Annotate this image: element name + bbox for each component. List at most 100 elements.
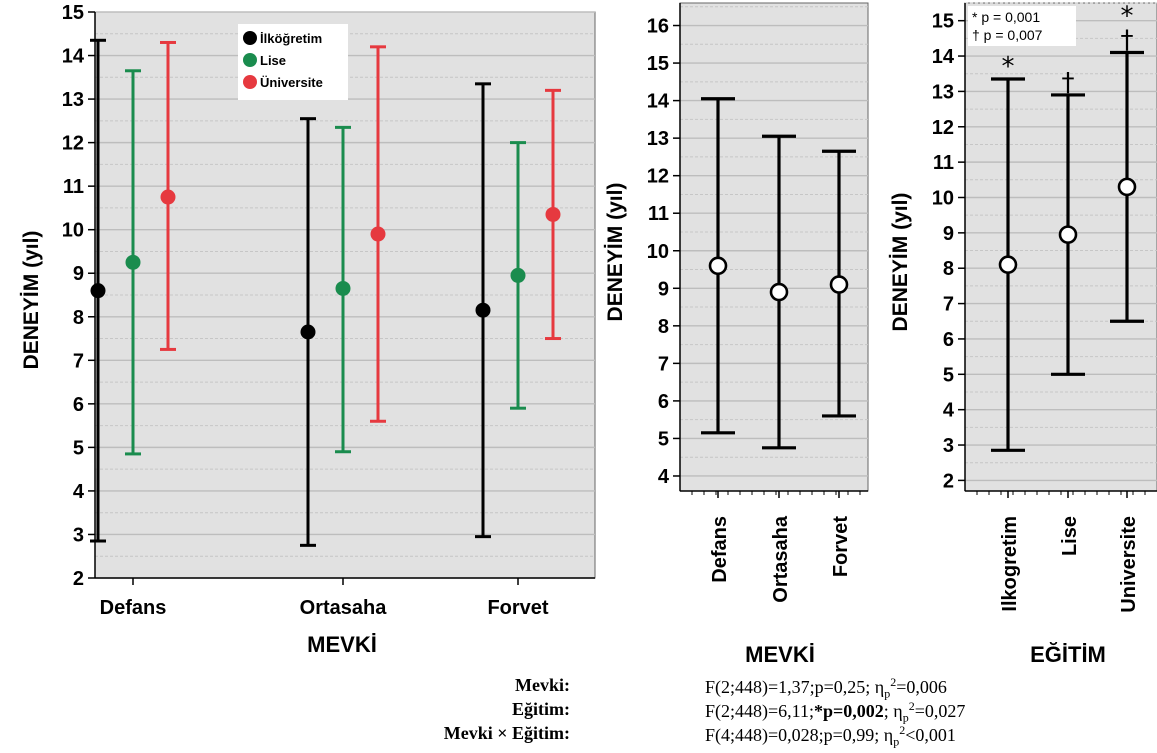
y-tick-label: 13 (647, 128, 669, 150)
y-tick-label: 4 (73, 481, 85, 503)
y-tick-label: 16 (647, 16, 669, 38)
series-İlköğretim (90, 38, 491, 547)
y-tick-label: 11 (648, 203, 669, 225)
mean-point (1058, 225, 1078, 244)
y-tick-label: 5 (73, 437, 84, 459)
mean-point (769, 282, 789, 302)
series-mean (991, 50, 1144, 452)
y-tick-label: 4 (658, 466, 670, 488)
series-Üniversite (160, 40, 561, 423)
legend-label: Lise (260, 53, 286, 68)
y-tick-label: 2 (73, 568, 84, 590)
y-tick-label: 8 (943, 258, 954, 280)
mean-point (370, 226, 386, 242)
x-axis-title: EĞİTİM (1030, 642, 1106, 667)
x-axis-title: MEVKİ (307, 632, 377, 657)
x-tick-label: Defans (100, 597, 167, 619)
y-axis-title: DENEYİM (yıl) (604, 183, 627, 322)
y-tick-label: 5 (943, 364, 954, 386)
significance-marker: † (1062, 68, 1075, 98)
series-mean (701, 97, 856, 450)
x-tick-label: Ortasaha (770, 515, 792, 603)
chart-panel-mevki: 4 5 6 7 8 9 10 11 12 13 14 15 16 Defans Ortasaha Forvet… (604, 2, 869, 667)
y-tick-label: 9 (658, 278, 669, 300)
y-tick-label: 8 (658, 316, 669, 338)
significance-note: * p = 0,001 † p = 0,007 (968, 6, 1076, 46)
x-tick-label: Forvet (487, 597, 548, 619)
y-tick-label: 9 (73, 263, 84, 285)
y-tick-label: 7 (73, 350, 84, 372)
mean-point (475, 302, 491, 318)
y-tick-label: 11 (63, 176, 84, 198)
mean-point (998, 255, 1018, 274)
figure: 2 3 4 5 6 7 8 9 10 11 12 13 14 15 Defans Ortasaha Forvet… (20, 2, 1157, 667)
y-tick-label: 15 (647, 53, 669, 75)
series-Lise (125, 69, 526, 456)
y-axis-title: DENEYİM (yıl) (889, 193, 912, 332)
y-tick-label: 10 (647, 241, 669, 263)
legend-marker (243, 75, 257, 89)
y-tick-label: 15 (932, 11, 954, 33)
y-tick-label: 6 (943, 329, 954, 351)
x-tick-label: Universite (1118, 516, 1140, 613)
legend-marker (243, 31, 257, 45)
y-tick-label: 10 (62, 220, 84, 242)
x-tick-label: Ortasaha (300, 597, 388, 619)
significance-note-line: * p = 0,001 (972, 9, 1040, 25)
y-tick-label: 12 (647, 166, 669, 188)
y-tick-label: 9 (943, 223, 954, 245)
legend-label: İlköğretim (260, 31, 322, 46)
y-tick-label: 12 (62, 133, 84, 155)
stats-text: F(4;448)=0,028;p=0,99; ηp2<0,001 (705, 723, 956, 749)
x-tick-label: Lise (1059, 516, 1081, 556)
legend: İlköğretim Lise Üniversite (238, 24, 348, 100)
stats-label: Mevki × Eğitim: (443, 723, 570, 743)
x-tick-label: Defans (709, 516, 731, 583)
stats-row-interaction: Mevki × Eğitim: F(4;448)=0,028;p=0,99; η… (0, 723, 1157, 749)
legend-label: Üniversite (260, 75, 323, 90)
chart-panel-mevki_egitim: 2 3 4 5 6 7 8 9 10 11 12 13 14 15 Defans Ortasaha Forvet… (20, 2, 596, 657)
significance-note-line: † p = 0,007 (972, 27, 1043, 43)
stats-label: Mevki: (515, 675, 570, 695)
mean-point (510, 267, 526, 283)
mean-point (545, 206, 561, 222)
stats-row-egitim: Eğitim: F(2;448)=6,11;*p=0,002; ηp2=0,02… (0, 699, 1157, 725)
y-tick-label: 14 (647, 91, 670, 113)
y-tick-label: 2 (943, 470, 954, 492)
y-tick-label: 8 (73, 307, 84, 329)
mean-point (125, 254, 141, 270)
y-tick-label: 3 (943, 435, 954, 457)
stats-label: Eğitim: (512, 699, 570, 719)
stats-text: F(2;448)=6,11;*p=0,002; ηp2=0,027 (705, 699, 966, 725)
significance-marker: * (1002, 52, 1015, 82)
x-axis-title: MEVKİ (745, 642, 815, 667)
significance-note-box (968, 6, 1076, 46)
y-tick-label: 3 (73, 524, 84, 546)
mean-point (1117, 177, 1137, 197)
significance-marker: * (1121, 2, 1134, 32)
significance-marker: † (1121, 26, 1134, 56)
y-tick-label: 13 (932, 81, 954, 103)
mean-point (160, 189, 176, 205)
y-tick-label: 14 (932, 46, 955, 68)
y-tick-label: 6 (658, 391, 669, 413)
y-tick-label: 4 (943, 400, 955, 422)
chart-panel-egitim: 2 3 4 5 6 7 8 9 10 11 12 13 14 15 Ilkogretim Lise Univer… (889, 2, 1157, 667)
y-tick-label: 12 (932, 117, 954, 139)
mean-point (300, 324, 316, 340)
y-tick-label: 5 (658, 428, 669, 450)
mean-point (90, 283, 106, 299)
plot-area (679, 2, 869, 492)
y-tick-label: 7 (943, 294, 954, 316)
y-tick-label: 7 (658, 353, 669, 375)
y-tick-label: 11 (933, 152, 954, 174)
stats-row-mevki: Mevki: F(2;448)=1,37;p=0,25; ηp2=0,006 (0, 675, 1157, 701)
mean-point (335, 280, 351, 296)
y-tick-label: 15 (62, 2, 84, 24)
mean-point (829, 275, 849, 294)
y-tick-label: 10 (932, 187, 954, 209)
mean-point (708, 256, 728, 276)
x-tick-label: Forvet (830, 516, 852, 577)
stats-text: F(2;448)=1,37;p=0,25; ηp2=0,006 (705, 675, 947, 701)
y-tick-label: 6 (73, 394, 84, 416)
